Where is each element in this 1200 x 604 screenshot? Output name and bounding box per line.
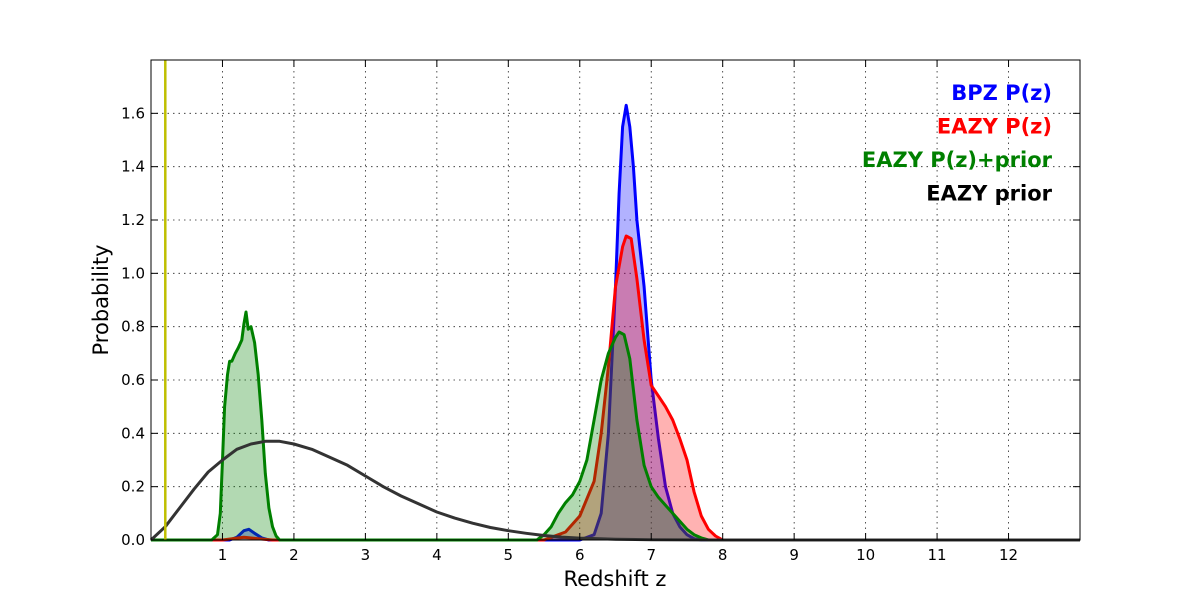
series-line-eazy-prior: [149, 439, 1080, 542]
y-tick-label: 1.2: [121, 211, 145, 229]
x-tick-label: 4: [432, 546, 442, 564]
legend: BPZ P(z) EAZY P(z) EAZY P(z)+prior EAZY pri…: [862, 81, 1053, 206]
y-tick-label: 0.6: [121, 371, 145, 389]
x-tick-label: 12: [999, 546, 1018, 564]
y-tick-label: 1.6: [121, 104, 145, 122]
x-tick-label: 10: [856, 546, 875, 564]
x-tick-label: 1: [218, 546, 228, 564]
series-layer: [149, 60, 1080, 542]
axes-frame: [150, 59, 1081, 541]
x-tick-label: 8: [718, 546, 728, 564]
x-tick-label: 5: [504, 546, 514, 564]
legend-entry: EAZY P(z)+prior: [862, 148, 1053, 172]
plot-frame: [150, 59, 1081, 541]
legend-entry: EAZY prior: [926, 182, 1052, 206]
x-tick-label: 2: [289, 546, 299, 564]
series-area-eazy-p-z: [151, 236, 1080, 540]
x-tick-label: 11: [928, 546, 947, 564]
y-tick-label: 0.4: [121, 424, 145, 442]
axis-ticks: 1 2 3 4 5 6 7 8 9 10 11 120.00.20.40.60.81.01.21.41…: [121, 60, 1080, 564]
y-tick-label: 0.2: [121, 478, 145, 496]
y-tick-label: 0.0: [121, 531, 145, 549]
legend-entry: EAZY P(z): [937, 115, 1052, 139]
x-axis-label: Redshift z: [564, 567, 667, 591]
legend-entry: BPZ P(z): [951, 81, 1052, 105]
grid-lines: [151, 60, 1080, 540]
y-tick-label: 1.4: [121, 158, 145, 176]
x-tick-label: 3: [361, 546, 371, 564]
x-tick-label: 7: [646, 546, 656, 564]
series-area-bpz-p-z: [151, 105, 1080, 541]
x-tick-label: 6: [575, 546, 585, 564]
series-area-eazy-p-z-prior: [151, 312, 1080, 540]
y-tick-label: 0.8: [121, 318, 145, 336]
y-axis-label: Probability: [89, 244, 113, 355]
y-tick-label: 1.0: [121, 264, 145, 282]
x-tick-label: 9: [789, 546, 799, 564]
